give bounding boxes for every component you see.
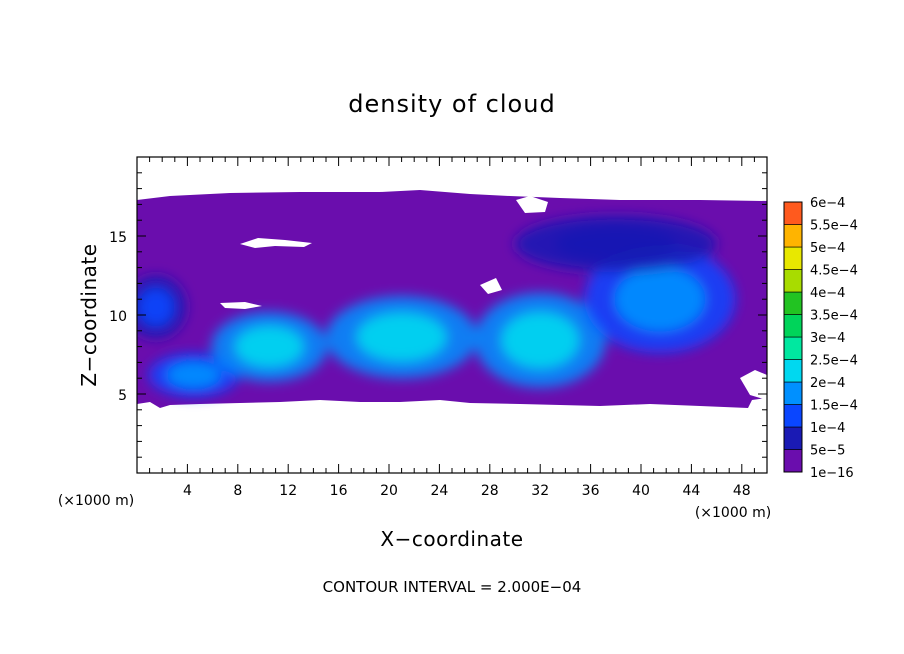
x-tick-label: 16 <box>330 483 348 499</box>
y-axis-title: Z−coordinate <box>77 243 101 386</box>
colorbar-swatch <box>783 291 803 315</box>
cloud-gap <box>740 370 767 400</box>
colorbar-swatch <box>783 336 803 360</box>
colorbar-label: 1e−16 <box>810 466 854 481</box>
cloud-density-core <box>234 325 305 368</box>
colorbar-swatch <box>783 246 803 270</box>
colorbar-swatch <box>783 224 803 248</box>
colorbar-swatch <box>783 269 803 293</box>
colorbar-label: 5.5e−4 <box>810 219 858 234</box>
colorbar-swatch <box>783 201 803 225</box>
x-tick-label: 4 <box>183 483 192 499</box>
colorbar-label: 3.5e−4 <box>810 309 858 324</box>
contour-interval: CONTOUR INTERVAL = 2.000E−04 <box>323 578 582 596</box>
cloud-gap <box>480 278 502 294</box>
x-tick-label: 40 <box>632 483 650 499</box>
colorbar-label: 6e−4 <box>810 196 845 211</box>
cloud-gap <box>220 302 262 309</box>
x-tick-label: 28 <box>481 483 499 499</box>
x-tick-label: 44 <box>682 483 700 499</box>
y-tick-label: 10 <box>109 309 127 325</box>
x-tick-label: 20 <box>380 483 398 499</box>
x-tick-label: 48 <box>733 483 751 499</box>
cloud-density-core <box>614 266 706 332</box>
y-tick-label: 5 <box>118 388 127 404</box>
colorbar-swatch <box>783 359 803 383</box>
colorbar-label: 4.5e−4 <box>810 264 858 279</box>
x-tick-label: 32 <box>531 483 549 499</box>
plot-area <box>137 157 767 473</box>
colorbar-swatch <box>783 381 803 405</box>
cloud-gap <box>516 196 548 213</box>
colorbar-label: 2.5e−4 <box>810 354 858 369</box>
x-tick-label: 24 <box>430 483 448 499</box>
x-tick-label: 12 <box>279 483 297 499</box>
colorbar-label: 5e−4 <box>810 241 845 256</box>
x-tick-label: 8 <box>233 483 242 499</box>
x-unit-label: (×1000 m) <box>695 505 771 521</box>
colorbar-swatch <box>783 426 803 450</box>
colorbar-swatch <box>783 404 803 428</box>
cloud-density-core <box>356 312 447 362</box>
colorbar: 1e−16 5e−5 1e−4 1.5e−4 2e−4 2.5e−4 3e−4 3.5e−4 4… <box>783 196 858 481</box>
y-tick-label: 15 <box>109 230 127 246</box>
colorbar-label: 5e−5 <box>810 444 845 459</box>
x-axis-title: X−coordinate <box>380 527 523 551</box>
colorbar-label: 3e−4 <box>810 331 845 346</box>
cloud-density-core <box>166 361 221 389</box>
x-unit-label-left: (×1000 m) <box>58 493 134 509</box>
colorbar-label: 4e−4 <box>810 286 845 301</box>
cloud-density-core <box>555 226 677 261</box>
cloud-density-core <box>137 288 175 327</box>
colorbar-swatch <box>783 449 803 473</box>
x-tick-label: 36 <box>582 483 600 499</box>
chart-title: density of cloud <box>348 90 555 118</box>
colorbar-frame <box>783 201 803 473</box>
cloud-gap <box>240 238 312 248</box>
colorbar-label: 2e−4 <box>810 376 845 391</box>
colorbar-label: 1e−4 <box>810 421 845 436</box>
colorbar-label: 1.5e−4 <box>810 399 858 414</box>
cloud-density-core <box>500 311 580 369</box>
colorbar-swatch <box>783 314 803 338</box>
